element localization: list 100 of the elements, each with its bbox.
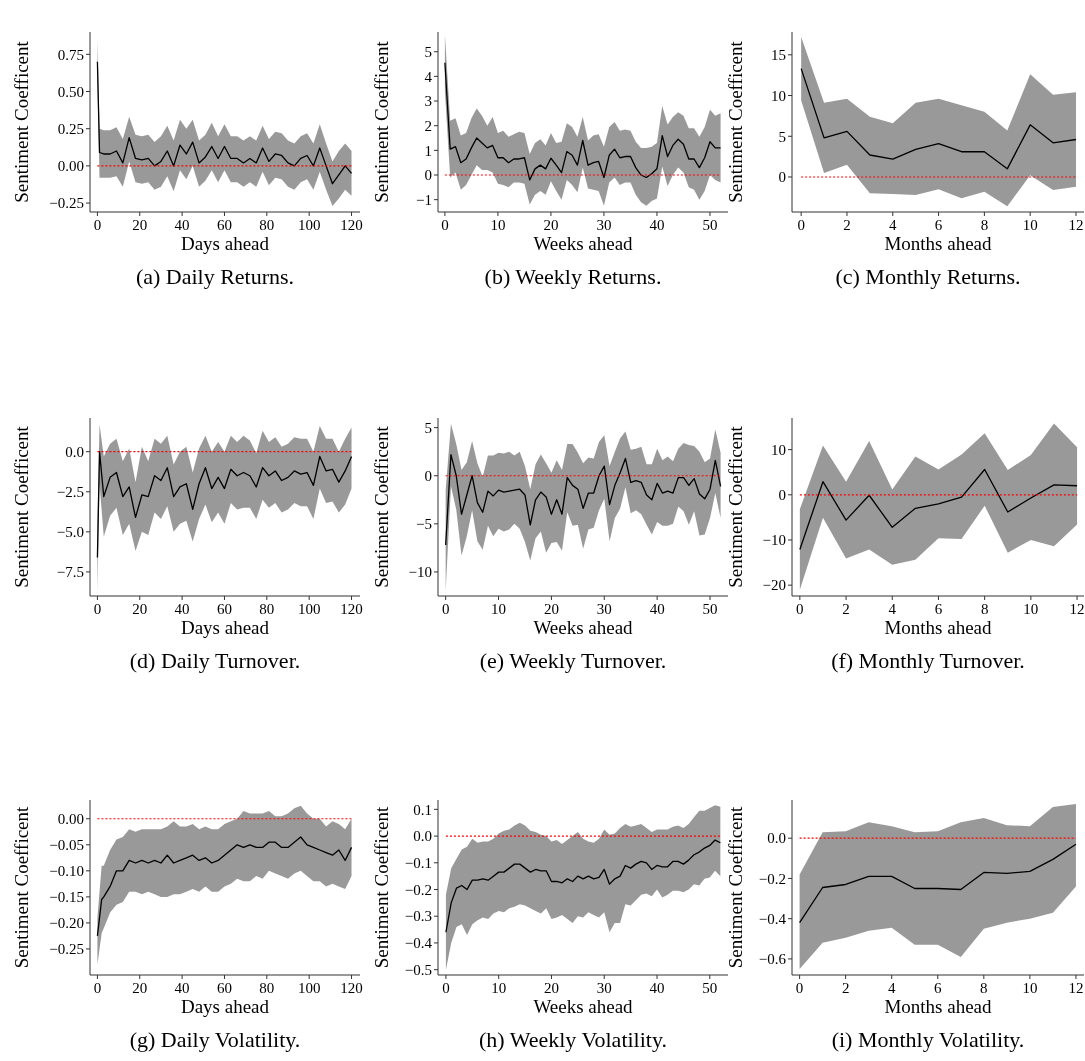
x-tick-label: 30 xyxy=(596,980,612,996)
y-tick-label: −0.4 xyxy=(404,935,433,952)
y-tick-label: −0.15 xyxy=(49,889,84,906)
y-tick-label: 4 xyxy=(424,68,433,85)
y-tick-label: 10 xyxy=(771,441,786,458)
x-tick-label: 10 xyxy=(491,601,507,617)
x-tick-label: 12 xyxy=(1068,217,1084,233)
y-tick-label: 0.00 xyxy=(57,158,84,175)
x-tick-label: 100 xyxy=(297,980,321,996)
y-axis-title: Sentiment Coefficent xyxy=(725,40,746,203)
x-tick-label: 2 xyxy=(842,601,850,617)
y-tick-label: −0.20 xyxy=(49,915,84,932)
x-tick-label: 80 xyxy=(259,601,275,617)
x-tick-label: 12 xyxy=(1068,980,1084,996)
y-tick-label: 0.0 xyxy=(413,828,432,845)
y-tick-label: 2 xyxy=(424,117,432,134)
y-tick-label: −0.05 xyxy=(49,837,84,854)
x-tick-label: 80 xyxy=(259,217,275,233)
y-tick-label: −0.6 xyxy=(758,951,787,968)
x-tick-label: 10 xyxy=(1022,217,1038,233)
x-tick-label: 20 xyxy=(543,601,559,617)
y-tick-label: 15 xyxy=(771,47,786,64)
y-tick-label: −10 xyxy=(762,532,786,549)
y-tick-label: 0 xyxy=(424,167,432,184)
x-tick-label: 0 xyxy=(797,217,805,233)
x-tick-label: 40 xyxy=(174,980,190,996)
y-tick-label: −0.3 xyxy=(404,908,432,925)
y-tick-label: 5 xyxy=(424,43,432,60)
x-tick-label: 40 xyxy=(649,980,665,996)
y-tick-label: 0.0 xyxy=(65,443,84,460)
y-tick-label: 0.75 xyxy=(57,46,84,63)
x-tick-label: 6 xyxy=(934,217,943,233)
x-tick-label: 0 xyxy=(93,980,102,996)
x-tick-label: 10 xyxy=(491,980,507,996)
x-tick-label: 20 xyxy=(543,980,559,996)
x-tick-label: 120 xyxy=(340,217,363,233)
y-tick-label: −20 xyxy=(762,577,786,594)
y-tick-label: 3 xyxy=(424,93,432,110)
x-tick-label: 0 xyxy=(441,601,450,617)
x-tick-label: 40 xyxy=(649,217,665,233)
x-tick-label: 4 xyxy=(888,601,897,617)
y-tick-label: −0.5 xyxy=(404,961,432,978)
y-axis-title: Sentiment Coefficent xyxy=(725,425,746,588)
y-tick-label: −0.2 xyxy=(758,870,786,887)
y-tick-label: 0 xyxy=(778,169,786,186)
x-axis-title: Days ahead xyxy=(180,617,270,638)
x-axis-title: Months ahead xyxy=(884,617,993,638)
y-tick-label: −1 xyxy=(416,191,432,208)
text: (d) Daily Turnover. xyxy=(129,648,301,673)
line-series xyxy=(445,453,722,546)
y-tick-label: −7.5 xyxy=(56,564,84,581)
x-tick-label: 0 xyxy=(442,980,450,996)
y-axis-title: Sentiment Coefficent xyxy=(725,805,746,969)
x-tick-label: 20 xyxy=(132,980,148,996)
y-tick-label: −2.5 xyxy=(56,484,84,501)
x-axis-title: Months ahead xyxy=(884,996,993,1017)
x-tick-label: 10 xyxy=(490,217,506,233)
y-tick-label: 0.1 xyxy=(413,801,432,818)
line-series xyxy=(96,451,353,559)
x-tick-label: 0 xyxy=(795,980,804,996)
x-tick-label: 20 xyxy=(132,217,148,233)
x-tick-label: 0 xyxy=(93,217,102,233)
y-tick-label: −10 xyxy=(408,564,432,581)
x-axis-title: Days ahead xyxy=(180,233,270,254)
x-tick-label: 120 xyxy=(340,601,363,617)
y-tick-label: 0 xyxy=(424,467,432,484)
x-tick-label: 0 xyxy=(796,601,804,617)
x-tick-label: 10 xyxy=(1022,980,1038,996)
x-tick-label: 4 xyxy=(887,980,896,996)
y-tick-label: −5 xyxy=(416,516,432,533)
y-tick-label: 0.00 xyxy=(57,811,84,827)
x-tick-label: 20 xyxy=(132,601,148,617)
y-tick-label: 10 xyxy=(771,87,786,104)
y-axis-title: Sentiment Coefficent xyxy=(11,40,32,203)
x-tick-label: 10 xyxy=(1023,601,1039,617)
y-axis-title: Sentiment Coefficent xyxy=(371,40,392,203)
x-tick-label: 0 xyxy=(93,601,102,617)
x-tick-label: 60 xyxy=(216,601,232,617)
x-axis-title: Weeks ahead xyxy=(533,617,634,638)
x-tick-label: 30 xyxy=(596,601,612,617)
x-tick-label: 80 xyxy=(259,980,275,996)
text: (f) Monthly Turnover. xyxy=(831,648,1025,673)
y-tick-label: −0.2 xyxy=(404,881,432,898)
line-series xyxy=(444,62,722,181)
line-series xyxy=(799,468,1078,551)
y-tick-label: 1 xyxy=(424,142,432,159)
x-tick-label: 6 xyxy=(934,601,943,617)
y-axis-title: Sentiment Coefficent xyxy=(11,425,32,588)
x-tick-label: 50 xyxy=(702,217,718,233)
x-tick-label: 40 xyxy=(174,217,190,233)
x-tick-label: 4 xyxy=(889,217,898,233)
y-tick-label: −0.4 xyxy=(758,910,787,927)
text: (e) Weekly Turnover. xyxy=(479,648,667,673)
x-tick-label: 50 xyxy=(702,601,718,617)
y-tick-label: 5 xyxy=(778,128,786,145)
y-tick-label: −0.25 xyxy=(49,195,84,212)
x-tick-label: 40 xyxy=(649,601,665,617)
x-tick-label: 60 xyxy=(216,980,232,996)
x-axis-title: Weeks ahead xyxy=(533,996,634,1017)
line-series xyxy=(798,843,1077,924)
